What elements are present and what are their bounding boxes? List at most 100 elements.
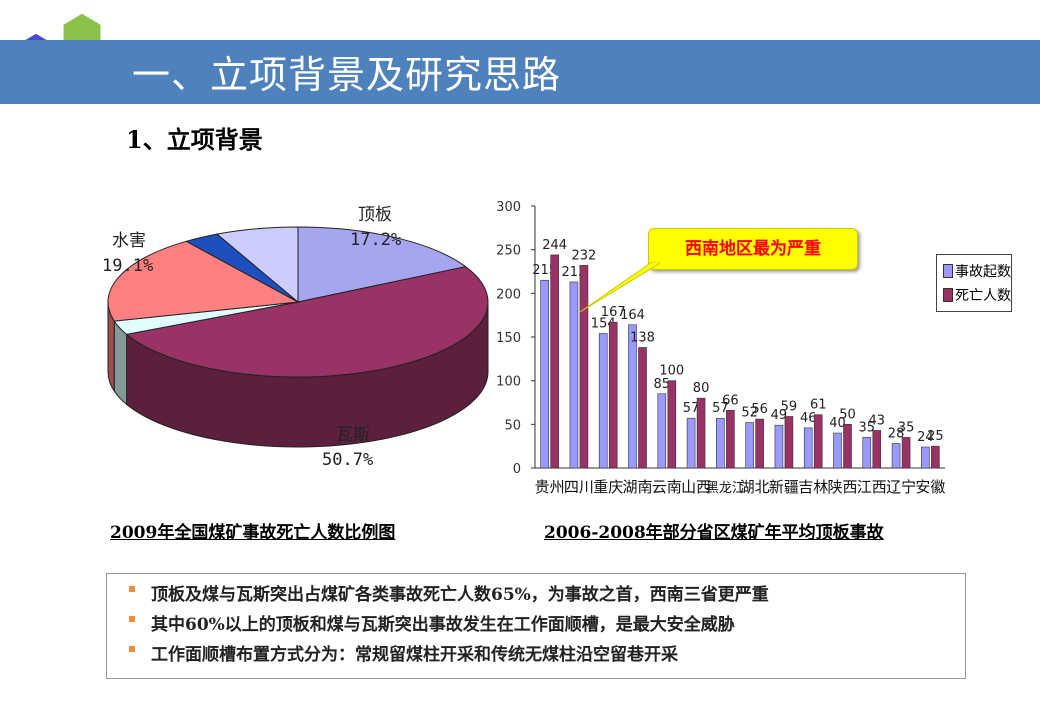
data-label: 56 [751, 402, 768, 417]
pie-caption: 2009年全国煤矿事故死亡人数比例图 [110, 523, 396, 543]
note-item: 其中60%以上的顶板和煤与瓦斯突出事故发生在工作面顺槽，是最大安全威胁 [129, 610, 735, 635]
bullet-icon [129, 616, 135, 622]
pie-slice-3 [107, 240, 300, 322]
bar-accidents [569, 281, 579, 469]
bar-deaths [638, 347, 647, 469]
section-subtitle: 1、立项背景 [126, 125, 263, 154]
note-text: 顶板及煤与瓦斯突出占煤矿各类事故死亡人数65%，为事故之首，西南三省更严重 [151, 585, 769, 605]
x-tick-label: 吉林 [798, 478, 828, 496]
data-label: 61 [810, 398, 827, 413]
bar-legend: 事故起数 死亡人数 [936, 254, 1012, 312]
data-label: 46 [800, 411, 817, 426]
data-label: 50 [839, 407, 856, 422]
data-label: 66 [722, 393, 739, 408]
bar-deaths [901, 437, 911, 469]
pie-label-roof-name: 顶板 [358, 205, 392, 225]
bar-deaths [696, 397, 706, 469]
x-tick-label: 江西 [857, 478, 887, 496]
y-tick-label: 300 [496, 200, 521, 215]
x-tick-label: 黑龙江 [706, 481, 745, 496]
data-label: 25 [927, 429, 944, 444]
bar-accidents [862, 437, 872, 469]
pie-slice-side-2 [113, 319, 128, 406]
y-tick-label: 0 [513, 462, 521, 477]
y-tick-label: 100 [496, 375, 521, 390]
data-label: 52 [741, 406, 758, 421]
pie-slice-1 [125, 266, 489, 378]
bar-deaths [726, 410, 735, 469]
bar-accidents [686, 417, 696, 469]
pie-label-water-name: 水害 [112, 231, 146, 251]
legend-label-accidents: 事故起数 [955, 264, 1011, 280]
bar-deaths [755, 418, 764, 469]
x-tick-label: 湖北 [740, 478, 770, 496]
data-label: 85 [654, 377, 671, 392]
bar-deaths [843, 424, 852, 469]
bar-accidents [803, 427, 813, 469]
pie-label-gas-name: 瓦斯 [336, 425, 370, 445]
bar-accidents [774, 424, 784, 469]
notes-box: 顶板及煤与瓦斯突出占煤矿各类事故死亡人数65%，为事故之首，西南三省更严重 其中… [106, 573, 966, 679]
note-item: 工作面顺槽布置方式分为：常规留煤柱开采和传统无煤柱沿空留巷开采 [129, 640, 678, 665]
bullet-icon [129, 586, 135, 592]
bar-deaths [784, 416, 794, 469]
y-tick-label: 250 [496, 244, 521, 259]
callout-pointer [579, 262, 660, 313]
data-label: 80 [693, 381, 710, 396]
data-label: 28 [888, 427, 905, 442]
x-tick-label: 新疆 [769, 478, 799, 496]
data-label: 100 [659, 364, 684, 379]
legend-swatch-accidents [943, 264, 953, 278]
bar-accidents [891, 443, 901, 469]
pie-slice-5 [215, 226, 299, 304]
bar-deaths [550, 254, 559, 469]
page-title: 一、立项背景及研究思路 [132, 53, 562, 97]
legend-swatch-deaths [943, 288, 953, 302]
x-tick-label: 辽宁 [886, 478, 916, 496]
bar-accidents [716, 417, 725, 469]
bar-deaths [608, 321, 618, 469]
x-tick-label: 四川 [564, 478, 594, 496]
data-label: 40 [829, 416, 846, 431]
bar-deaths [931, 445, 940, 469]
x-tick-label: 陕西 [827, 478, 857, 496]
bar-accidents [598, 333, 608, 469]
data-label: 232 [572, 248, 597, 263]
data-label: 244 [542, 238, 567, 253]
y-tick-label: 150 [496, 331, 521, 346]
data-label: 49 [771, 408, 788, 423]
x-tick-label: 重庆 [593, 478, 623, 496]
y-tick-label: 50 [504, 418, 521, 433]
pie-slice-0 [297, 226, 467, 303]
data-label: 35 [859, 420, 876, 435]
bar-accidents [540, 279, 549, 469]
y-tick-label: 200 [496, 287, 521, 302]
pie-label-roof-pct: 17.2% [350, 230, 402, 250]
callout-box: 西南地区最为严重 [648, 228, 858, 270]
data-label: 24 [917, 430, 934, 445]
bar-deaths [813, 414, 823, 469]
bar-accidents [745, 422, 754, 469]
note-text: 其中60%以上的顶板和煤与瓦斯突出事故发生在工作面顺槽，是最大安全威胁 [151, 615, 735, 635]
x-tick-label: 贵州 [535, 478, 565, 496]
bar-deaths [872, 430, 882, 469]
data-label: 57 [712, 401, 729, 416]
pie-label-gas-pct: 50.7% [322, 450, 374, 470]
bar-accidents [628, 324, 637, 469]
note-text: 工作面顺槽布置方式分为：常规留煤柱开采和传统无煤柱沿空留巷开采 [151, 645, 678, 665]
bar-accidents [657, 393, 667, 469]
data-label: 57 [683, 401, 700, 416]
data-label: 35 [898, 420, 915, 435]
pie-label-water-pct: 19.1% [102, 256, 154, 276]
title-banner [0, 40, 1040, 104]
x-tick-label: 湖南 [622, 478, 652, 496]
bullet-icon [129, 646, 135, 652]
pie-chart [98, 190, 518, 490]
x-tick-label: 安徽 [915, 478, 945, 496]
x-tick-label: 山西 [681, 478, 711, 496]
data-label: 164 [620, 308, 645, 323]
data-label: 59 [781, 399, 798, 414]
legend-label-deaths: 死亡人数 [955, 288, 1011, 304]
bar-chart: 0 50 100 150 200 250 300 215 244 贵州 213 232 四川 154 167… [495, 190, 1025, 510]
bar-accidents [833, 432, 842, 469]
